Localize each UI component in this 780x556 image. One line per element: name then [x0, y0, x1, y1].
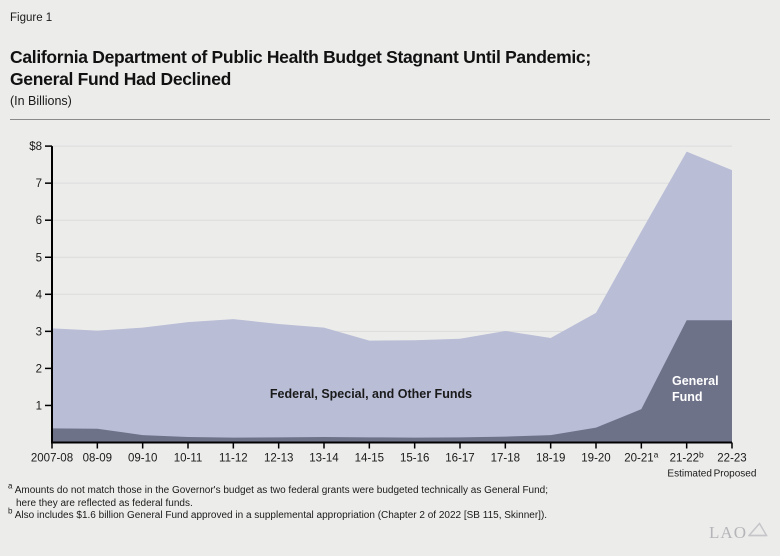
x-axis-label: 2007-08 [31, 453, 73, 465]
y-axis-label: 3 [36, 326, 42, 338]
x-axis-label: 19-20 [581, 453, 610, 465]
general-fund-area-label: General [672, 374, 719, 388]
x-axis-sublabel: Estimated [667, 469, 711, 480]
x-axis-sublabel: Proposed [714, 469, 757, 480]
x-axis-label: 22-23 [717, 453, 746, 465]
figure-title-line1: California Department of Public Health B… [10, 47, 591, 67]
footnote-a-marker: a [8, 481, 13, 491]
lao-logo-text: LAO [709, 523, 747, 542]
figure-title-line2: General Fund Had Declined [10, 69, 232, 89]
y-axis-label: 1 [36, 400, 42, 412]
y-axis-label: 5 [36, 252, 42, 264]
general-fund-area-label: Fund [672, 390, 703, 404]
x-axis-label: 16-17 [445, 453, 474, 465]
other-funds-area [52, 151, 732, 443]
x-axis-label: 20-21a [624, 450, 658, 465]
footnotes: a Amounts do not match those in the Gove… [8, 481, 549, 523]
x-axis-label: 11-12 [219, 453, 248, 465]
x-axis-label: 18-19 [536, 453, 565, 465]
x-axis-label: 10-11 [174, 453, 203, 465]
y-axis-label: 7 [36, 178, 42, 190]
stacked-area-chart: 1 2 3 4 5 6 7 $8 2007-08 08-09 09-10 10-11 11-12 12-1… [0, 130, 780, 486]
budget-chart-svg: 1 2 3 4 5 6 7 $8 2007-08 08-09 09-10 10-11 11-12 12-1… [29, 141, 757, 480]
general-fund-area [52, 320, 732, 443]
x-axis-label: 13-14 [309, 453, 339, 465]
x-axis-label: 15-16 [400, 453, 429, 465]
footnote-b-marker: b [8, 506, 13, 516]
footnote-a-line2: here they are reflected as federal funds… [16, 497, 193, 509]
x-axis-label: 17-18 [491, 453, 520, 465]
figure-title: California Department of Public Health B… [10, 46, 750, 90]
footnote-b-line1: b Also includes $1.6 billion General Fun… [8, 506, 548, 521]
lao-logo-mark-icon [747, 522, 768, 542]
footnote-a-line1: a Amounts do not match those in the Gove… [8, 481, 549, 496]
y-axis-label: 6 [36, 215, 42, 227]
header-divider [10, 119, 770, 120]
lao-logo: LAO [709, 522, 768, 543]
x-axis-label: 21-22b [670, 450, 704, 465]
figure-label: Figure 1 [10, 12, 53, 24]
other-funds-area-label: Federal, Special, and Other Funds [270, 387, 472, 401]
x-axis-label: 08-09 [83, 453, 112, 465]
y-axis-label: 2 [36, 363, 42, 375]
x-axis-label: 09-10 [128, 453, 157, 465]
x-axis-label: 14-15 [355, 453, 384, 465]
y-axis-label: $8 [29, 141, 42, 153]
x-axis-label: 12-13 [264, 453, 293, 465]
figure-units-subtitle: (In Billions) [10, 94, 72, 108]
y-axis-label: 4 [36, 289, 43, 301]
